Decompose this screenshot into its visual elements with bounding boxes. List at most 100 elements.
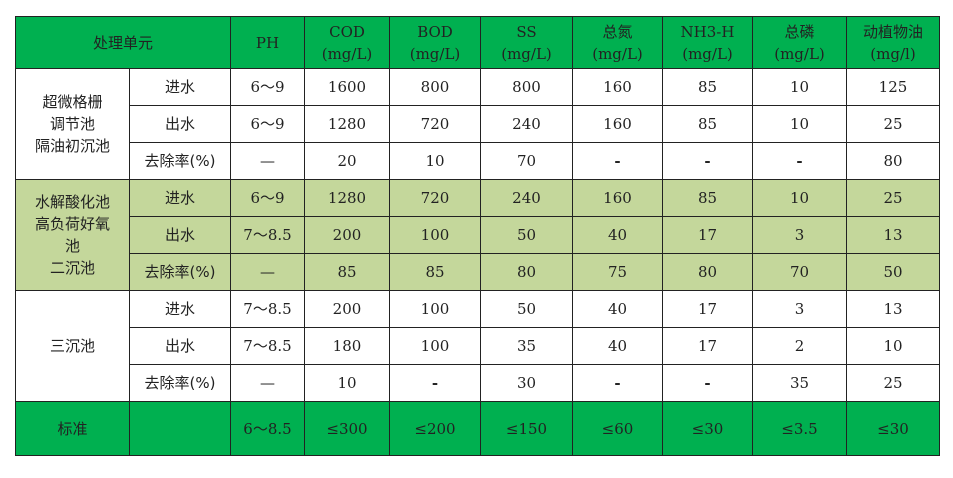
row-label: 出水 <box>129 216 231 254</box>
column-header: PH <box>230 16 305 69</box>
table-row: 出水 7～8.5 180 100 35 40 17 2 10 <box>16 327 940 365</box>
header-unit: 处理单元 <box>15 16 231 69</box>
table-row: 水解酸化池 高负荷好氧池二沉池 进水 6～9 1280 720 240 160 85 10 25 <box>15 179 940 291</box>
table-cell: — <box>230 253 305 291</box>
table-cell: - <box>662 142 753 180</box>
standard-cell: ≤200 <box>389 401 481 456</box>
table-cell: 75 <box>572 253 663 291</box>
unit-name-line: 调节池 <box>49 115 95 133</box>
table-cell: 85 <box>389 253 481 291</box>
table-cell: 13 <box>846 216 940 254</box>
column-header: 总磷 (mg/L) <box>752 16 847 69</box>
column-header: 动植物油 (mg/l) <box>846 16 940 69</box>
table-cell: 85 <box>662 105 753 143</box>
table-cell: - <box>572 364 663 402</box>
table-cell: 1600 <box>304 68 390 106</box>
column-header: BOD (mg/L) <box>389 16 481 69</box>
table-cell: 17 <box>662 290 753 328</box>
table-row: 出水 6～9 1280 720 240 160 85 10 25 <box>16 105 940 143</box>
table-row: 去除率(%) —85 85 80 75 80 70 50 <box>16 253 940 291</box>
table-cell: 80 <box>662 253 753 291</box>
table-cell: 25 <box>846 364 940 402</box>
table-cell: - <box>572 142 663 180</box>
table-cell: 10 <box>304 364 390 402</box>
table-cell: 2 <box>752 327 847 365</box>
table-cell: 100 <box>389 290 481 328</box>
row-label: 去除率(%) <box>129 364 231 402</box>
unit-name-line: 三沉池 <box>49 337 95 355</box>
table-cell: 10 <box>752 68 847 106</box>
column-name: 动植物油 <box>862 22 923 41</box>
table-cell: 10 <box>389 142 481 180</box>
table-cell: 6～9 <box>230 179 305 217</box>
table-row: 去除率(%) —20 10 70- - -80 <box>16 142 940 180</box>
column-header: 总氮 (mg/L) <box>572 16 663 69</box>
table-cell: 13 <box>846 290 940 328</box>
unit-name-line: 高负荷好氧 <box>34 215 110 233</box>
unit-name-line: 水解酸化池 <box>34 193 110 211</box>
column-header: SS (mg/L) <box>480 16 573 69</box>
table-cell: 40 <box>572 327 663 365</box>
standard-cell: ≤3.5 <box>752 401 847 456</box>
table-cell: 160 <box>572 179 663 217</box>
table-cell: 100 <box>389 216 481 254</box>
table-cell: 40 <box>572 290 663 328</box>
table-cell: — <box>230 364 305 402</box>
table-cell: 7～8.5 <box>230 216 305 254</box>
table-cell: 70 <box>752 253 847 291</box>
column-name: COD <box>329 22 365 41</box>
header-row: 处理单元 PH COD (mg/L) BOD (mg/L) SS (mg/L) 总氮 (mg/L)… <box>15 16 940 69</box>
unit-name-line: 隔油初沉池 <box>34 137 110 155</box>
row-label: 出水 <box>129 327 231 365</box>
table-cell: 100 <box>389 327 481 365</box>
column-unit: (mg/L) <box>409 44 461 63</box>
column-header: NH3-H (mg/L) <box>662 16 753 69</box>
table-cell: 20 <box>304 142 390 180</box>
table-cell: 240 <box>480 179 573 217</box>
table-cell: 30 <box>480 364 573 402</box>
table-cell: 50 <box>480 216 573 254</box>
table-cell: 80 <box>480 253 573 291</box>
standard-cell: 6～8.5 <box>230 401 305 456</box>
column-name: SS <box>516 22 537 41</box>
standard-row: 标准 6～8.5 ≤300 ≤200 ≤150 ≤60 ≤30 ≤3.5 ≤30 <box>15 401 940 456</box>
table-cell: 720 <box>389 179 481 217</box>
column-name: NH3-H <box>680 22 735 41</box>
table-cell: 80 <box>846 142 940 180</box>
table-cell: 200 <box>304 216 390 254</box>
table-cell: 200 <box>304 290 390 328</box>
table-cell: 240 <box>480 105 573 143</box>
standard-label: 标准 <box>15 401 130 456</box>
table-cell: — <box>230 142 305 180</box>
row-label: 进水 <box>129 179 231 217</box>
column-unit: (mg/L) <box>321 44 373 63</box>
table-cell: 10 <box>846 327 940 365</box>
treatment-unit-name: 超微格栅调节池隔油初沉池 <box>15 68 130 180</box>
column-header: COD (mg/L) <box>304 16 390 69</box>
table-cell: 800 <box>389 68 481 106</box>
row-label: 进水 <box>129 68 231 106</box>
table-cell: 3 <box>752 216 847 254</box>
table-cell: 6～9 <box>230 105 305 143</box>
table-cell: 85 <box>662 179 753 217</box>
table-cell: 35 <box>752 364 847 402</box>
table-cell: 85 <box>304 253 390 291</box>
water-treatment-table: 处理单元 PH COD (mg/L) BOD (mg/L) SS (mg/L) 总氮 (mg/L)… <box>15 16 940 456</box>
treatment-unit-name: 水解酸化池高负荷好氧池二沉池 <box>15 179 130 291</box>
table-cell: 7～8.5 <box>230 290 305 328</box>
standard-cell: ≤30 <box>846 401 940 456</box>
standard-sub-label <box>129 401 231 456</box>
column-name: PH <box>255 33 280 52</box>
unit-name-line: 二沉池 <box>49 259 95 277</box>
table-cell: 40 <box>572 216 663 254</box>
table-row: 超微格栅 调节池 隔油初沉池 进水 6～9 1600 800 800 160 85 10 125 <box>15 68 940 180</box>
unit-name-line: 池 <box>64 237 80 255</box>
standard-cell: ≤300 <box>304 401 390 456</box>
table-cell: 720 <box>389 105 481 143</box>
table-row: 出水 7～8.5 200 100 50 40 17 3 13 <box>16 216 940 254</box>
table-cell: 1280 <box>304 105 390 143</box>
table-cell: 160 <box>572 68 663 106</box>
table-cell: 800 <box>480 68 573 106</box>
table-cell: 25 <box>846 179 940 217</box>
unit-name-line: 超微格栅 <box>42 93 103 111</box>
